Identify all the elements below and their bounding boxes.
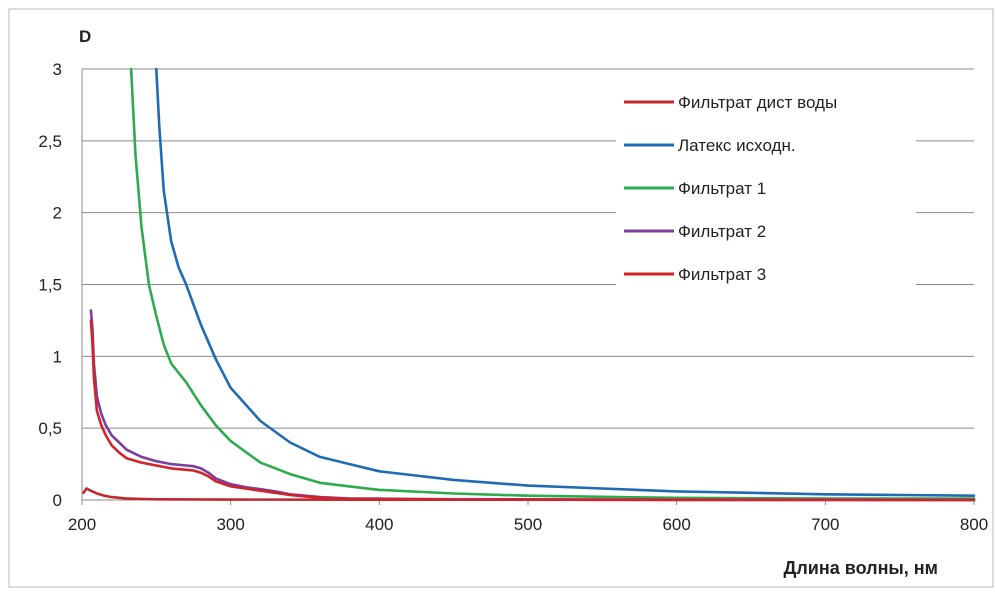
tick-labels: 0 0,5 1 1,5 2 2,5 3 200 300 400 500 600 700 800: [38, 60, 988, 534]
x-tick-label: 500: [514, 515, 542, 534]
legend-label: Фильтрат дист воды: [678, 93, 837, 112]
series-line-3: [129, 67, 976, 500]
series-line-2: [155, 67, 976, 497]
y-tick-label: 2: [53, 204, 62, 223]
series-line-1: [82, 487, 976, 502]
x-tick-label: 200: [68, 515, 96, 534]
y-tick-label: 3: [53, 60, 62, 79]
x-tick-label: 600: [662, 515, 690, 534]
grid-lines: [82, 68, 974, 429]
y-tick-label: 0,5: [38, 419, 62, 438]
y-tick-label: 2,5: [38, 132, 62, 151]
series-line-5: [89, 319, 976, 502]
y-axis-label: D: [79, 27, 91, 46]
x-tick-label: 300: [216, 515, 244, 534]
y-tick-label: 1: [53, 347, 62, 366]
x-axis-label: Длина волны, нм: [784, 558, 938, 578]
legend-label: Фильтрат 3: [678, 265, 766, 284]
x-tick-label: 700: [811, 515, 839, 534]
legend-label: Фильтрат 2: [678, 222, 766, 241]
series-lines: [82, 67, 976, 502]
legend-label: Фильтрат 1: [678, 179, 766, 198]
x-tick-label: 400: [365, 515, 393, 534]
legend-label: Латекс исходн.: [678, 136, 796, 155]
x-tick-label: 800: [960, 515, 988, 534]
y-tick-label: 0: [53, 491, 62, 510]
y-tick-label: 1,5: [38, 276, 62, 295]
legend: Фильтрат дист воды Латекс исходн. Фильтрат…: [616, 80, 916, 294]
